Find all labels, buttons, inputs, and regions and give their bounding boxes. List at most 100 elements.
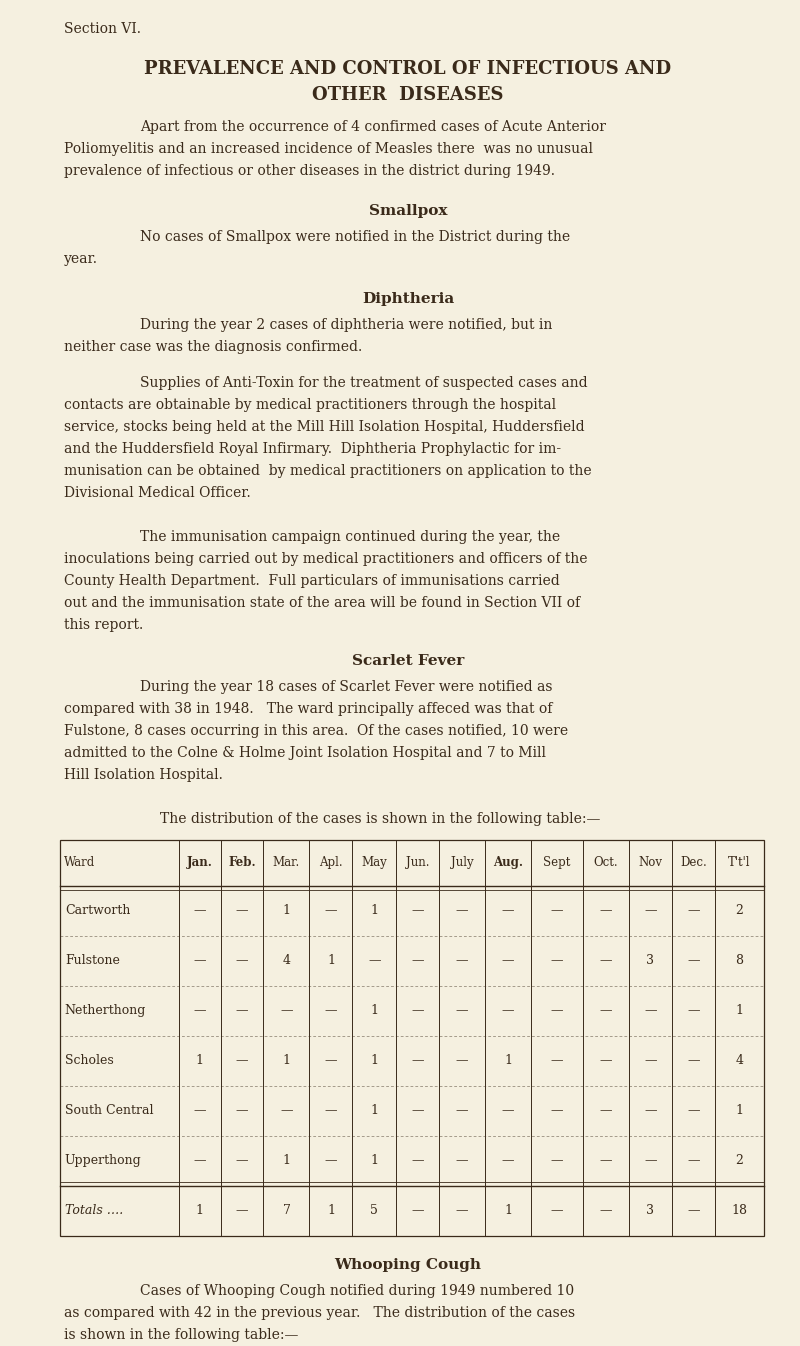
Text: —: — [687,905,699,918]
Text: Poliomyelitis and an increased incidence of Measles there  was no unusual: Poliomyelitis and an increased incidence… [64,141,593,156]
Text: 2: 2 [735,1155,743,1167]
Text: and the Huddersfield Royal Infirmary.  Diphtheria Prophylactic for im-: and the Huddersfield Royal Infirmary. Di… [64,441,561,456]
Text: —: — [236,1205,248,1218]
Text: —: — [687,954,699,968]
Text: Hill Isolation Hospital.: Hill Isolation Hospital. [64,769,223,782]
Text: 1: 1 [370,1004,378,1018]
Text: 4: 4 [282,954,290,968]
Text: During the year 2 cases of diphtheria were notified, but in: During the year 2 cases of diphtheria we… [140,318,552,332]
Text: —: — [456,954,468,968]
Text: 1: 1 [370,1054,378,1067]
Text: Whooping Cough: Whooping Cough [334,1259,482,1272]
Text: 1: 1 [282,1054,290,1067]
Text: 1: 1 [327,954,335,968]
Text: —: — [194,1004,206,1018]
Text: Supplies of Anti-Toxin for the treatment of suspected cases and: Supplies of Anti-Toxin for the treatment… [140,376,588,390]
Text: OTHER  DISEASES: OTHER DISEASES [312,86,504,104]
Text: During the year 18 cases of Scarlet Fever were notified as: During the year 18 cases of Scarlet Feve… [140,680,553,695]
Text: T't'l: T't'l [728,856,750,870]
Text: —: — [550,1105,563,1117]
Text: 1: 1 [370,1155,378,1167]
Text: Netherthong: Netherthong [65,1004,146,1018]
Text: South Central: South Central [65,1105,154,1117]
Text: —: — [411,1105,424,1117]
Text: munisation can be obtained  by medical practitioners on application to the: munisation can be obtained by medical pr… [64,464,592,478]
Text: 2: 2 [735,905,743,918]
Text: —: — [687,1004,699,1018]
Text: admitted to the Colne & Holme Joint Isolation Hospital and 7 to Mill: admitted to the Colne & Holme Joint Isol… [64,746,546,760]
Text: —: — [411,1054,424,1067]
Text: —: — [550,1054,563,1067]
Text: 1: 1 [504,1205,512,1218]
Text: 1: 1 [370,1105,378,1117]
Text: —: — [325,1004,338,1018]
Text: —: — [236,1004,248,1018]
Text: Apl.: Apl. [319,856,342,870]
Text: Ward: Ward [64,856,95,870]
Text: service, stocks being held at the Mill Hill Isolation Hospital, Huddersfield: service, stocks being held at the Mill H… [64,420,585,433]
Text: —: — [368,954,381,968]
Text: —: — [325,1054,338,1067]
Text: —: — [550,905,563,918]
Text: —: — [411,1004,424,1018]
Text: Feb.: Feb. [228,856,256,870]
Text: prevalence of infectious or other diseases in the district during 1949.: prevalence of infectious or other diseas… [64,164,555,178]
Text: —: — [600,905,612,918]
Text: —: — [687,1105,699,1117]
Text: —: — [502,1105,514,1117]
Text: Fulstone: Fulstone [65,954,120,968]
Text: —: — [600,1155,612,1167]
Text: —: — [550,1155,563,1167]
Text: neither case was the diagnosis confirmed.: neither case was the diagnosis confirmed… [64,341,362,354]
Text: —: — [502,1004,514,1018]
Text: —: — [456,905,468,918]
Text: Aug.: Aug. [493,856,523,870]
Text: Mar.: Mar. [273,856,300,870]
Text: this report.: this report. [64,618,143,633]
Text: 8: 8 [735,954,743,968]
Text: Nov: Nov [638,856,662,870]
Text: —: — [236,1054,248,1067]
Text: —: — [502,954,514,968]
Text: The distribution of the cases is shown in the following table:—: The distribution of the cases is shown i… [160,812,600,826]
Text: —: — [456,1105,468,1117]
Text: 18: 18 [731,1205,747,1218]
Text: Jan.: Jan. [187,856,213,870]
Text: 1: 1 [735,1105,743,1117]
Text: inoculations being carried out by medical practitioners and officers of the: inoculations being carried out by medica… [64,552,587,567]
Text: Jun.: Jun. [406,856,430,870]
Text: —: — [550,1004,563,1018]
Text: Smallpox: Smallpox [369,205,447,218]
Text: —: — [236,954,248,968]
Text: —: — [644,905,657,918]
Text: —: — [456,1205,468,1218]
Text: year.: year. [64,252,98,267]
Text: —: — [456,1004,468,1018]
Text: —: — [325,905,338,918]
Text: 1: 1 [282,905,290,918]
Text: —: — [280,1004,293,1018]
Text: —: — [194,954,206,968]
Text: 1: 1 [282,1155,290,1167]
Text: —: — [644,1004,657,1018]
Text: Divisional Medical Officer.: Divisional Medical Officer. [64,486,250,499]
Text: The immunisation campaign continued during the year, the: The immunisation campaign continued duri… [140,530,560,544]
Text: —: — [502,905,514,918]
Text: Dec.: Dec. [680,856,706,870]
Text: Oct.: Oct. [594,856,618,870]
Text: —: — [600,1205,612,1218]
Text: 1: 1 [504,1054,512,1067]
Text: —: — [411,905,424,918]
Text: —: — [644,1155,657,1167]
Text: —: — [325,1155,338,1167]
Text: 4: 4 [735,1054,743,1067]
Text: —: — [687,1205,699,1218]
Text: —: — [687,1155,699,1167]
Text: —: — [194,905,206,918]
Text: —: — [600,1004,612,1018]
Text: County Health Department.  Full particulars of immunisations carried: County Health Department. Full particula… [64,573,560,588]
Text: —: — [411,954,424,968]
Text: compared with 38 in 1948.   The ward principally affeced was that of: compared with 38 in 1948. The ward princ… [64,703,552,716]
Text: —: — [456,1155,468,1167]
Text: Sept: Sept [543,856,570,870]
